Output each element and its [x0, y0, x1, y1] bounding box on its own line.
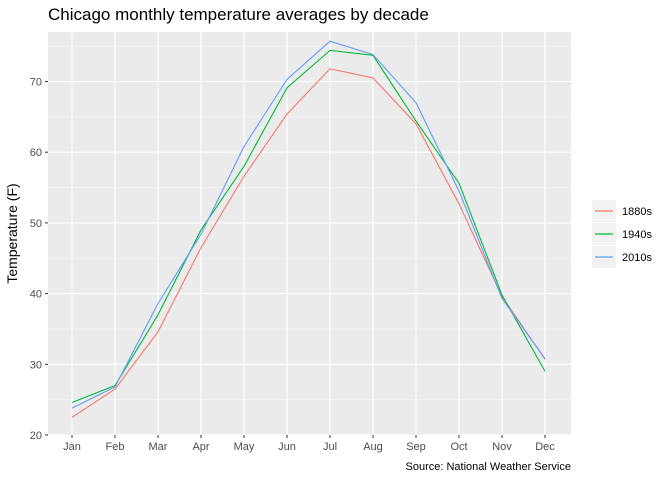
series-lines [71, 40, 546, 418]
x-tick-label: Aug [363, 441, 383, 453]
x-tick-label: Dec [535, 441, 555, 453]
chart-title: Chicago monthly temperature averages by … [48, 5, 429, 24]
y-tick-label: 30 [30, 359, 42, 371]
series-line-1880s [71, 68, 546, 418]
x-tick-label: Feb [106, 441, 125, 453]
x-tick-label: Apr [192, 441, 209, 453]
legend-label: 2010s [622, 252, 652, 264]
y-tick-label: 70 [30, 76, 42, 88]
series-line-1940s [71, 49, 546, 403]
x-tick-label: Sep [406, 441, 426, 453]
x-tick-label: Oct [450, 441, 467, 453]
legend-label: 1880s [622, 206, 652, 218]
plot-panel [48, 32, 571, 435]
x-tick-label: May [234, 441, 255, 453]
y-axis: 20 30 40 50 60 70 [30, 76, 48, 442]
series-line-2010s [71, 40, 546, 409]
x-tick-label: Jan [63, 441, 81, 453]
x-tick-label: Mar [149, 441, 168, 453]
y-axis-title: Temperature (F) [4, 183, 20, 283]
x-tick-label: Jun [278, 441, 296, 453]
legend-label: 1940s [622, 229, 652, 241]
x-tick-label: Jul [323, 441, 337, 453]
y-tick-label: 40 [30, 289, 42, 301]
minor-gridlines [48, 45, 571, 400]
y-tick-label: 60 [30, 147, 42, 159]
chart-caption: Source: National Weather Service [406, 461, 572, 473]
major-gridlines [48, 32, 571, 436]
legend: 1880s 1940s 2010s [592, 200, 652, 268]
x-tick-label: Nov [492, 441, 512, 453]
x-axis: Jan Feb Mar Apr May Jun Jul Aug Sep Oct Nov Dec [63, 435, 555, 453]
y-tick-label: 50 [30, 218, 42, 230]
y-tick-label: 20 [30, 430, 42, 442]
